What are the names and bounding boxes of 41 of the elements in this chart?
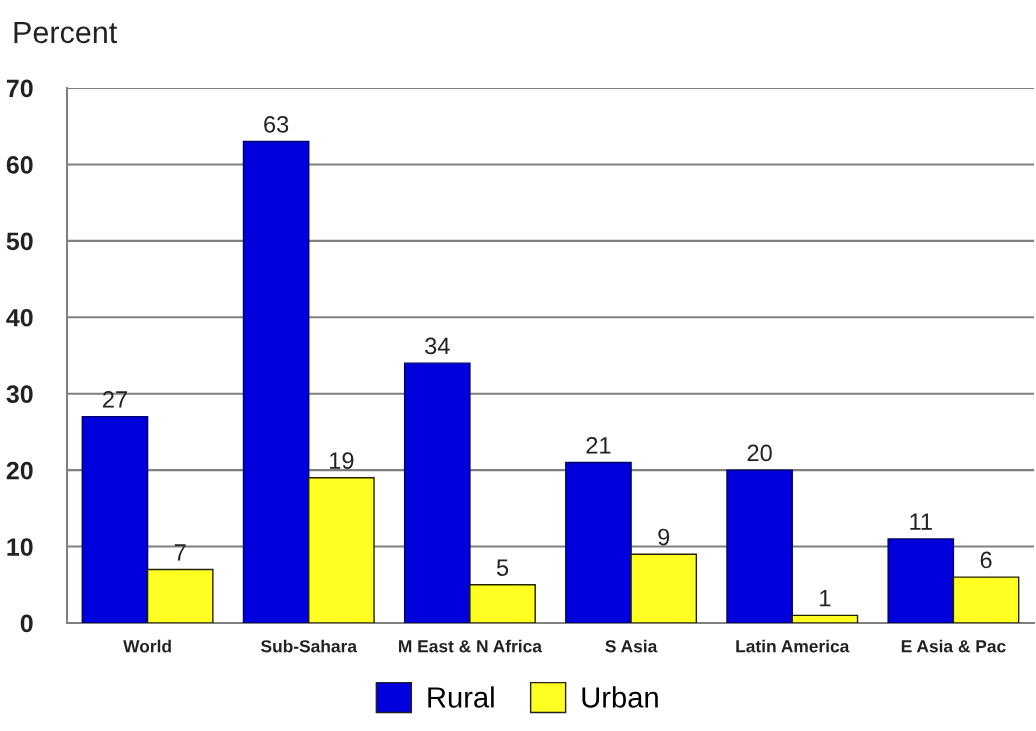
bar	[146, 568, 214, 623]
x-tick-label: Sub-Sahara	[261, 639, 358, 653]
bar	[887, 538, 955, 623]
data-label: 19	[330, 452, 354, 469]
x-tick-label: M East & N Africa	[399, 639, 543, 653]
bar	[791, 614, 859, 623]
legend-label: Rural	[428, 686, 494, 708]
y-tick-label: 40	[6, 308, 33, 327]
y-axis-title: Percent	[14, 21, 118, 44]
y-tick-label: 30	[6, 385, 33, 404]
data-label: 11	[910, 513, 932, 530]
y-tick-label: 60	[6, 156, 33, 174]
y-tick-label: 50	[6, 232, 33, 251]
x-tick-label: Latin America	[736, 639, 850, 653]
legend-label: Urban	[582, 686, 658, 708]
y-tick-label: 20	[6, 461, 33, 480]
data-label: 27	[103, 391, 127, 408]
data-label: 9	[658, 528, 670, 546]
data-label: 5	[496, 559, 509, 576]
bar	[952, 576, 1020, 623]
bar	[308, 477, 375, 623]
x-tick-label: E Asia & Pac	[901, 639, 1006, 653]
bar	[630, 553, 698, 623]
x-tick-label: S Asia	[605, 639, 658, 653]
data-label: 34	[425, 337, 450, 355]
bar	[726, 469, 793, 623]
y-tick-label: 70	[6, 79, 33, 98]
bar	[469, 584, 536, 623]
y-tick-label: 10	[7, 538, 33, 556]
data-label: 20	[747, 444, 772, 462]
bar	[403, 362, 471, 623]
data-label: 6	[980, 551, 992, 569]
y-tick-label: 0	[20, 614, 33, 633]
bar	[565, 461, 632, 623]
x-tick-label: World	[123, 639, 171, 653]
data-label: 63	[264, 115, 289, 133]
data-label: 21	[586, 436, 611, 454]
data-label: 1	[820, 590, 831, 607]
data-label: 7	[174, 544, 186, 561]
bar	[81, 415, 149, 623]
bar	[242, 140, 310, 623]
